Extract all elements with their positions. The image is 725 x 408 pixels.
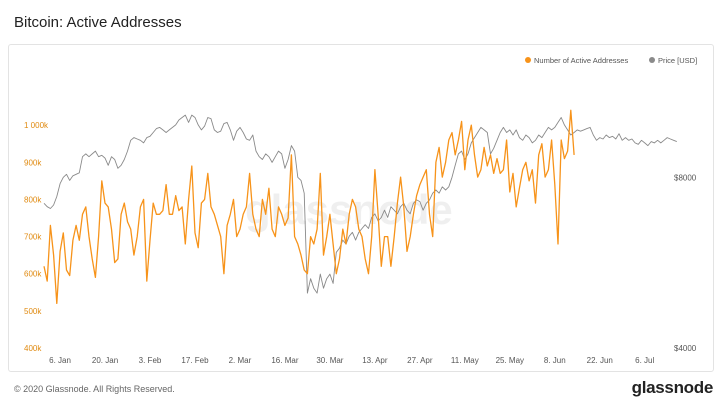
x-axis: 6. Jan 20. Jan 3. Feb 17. Feb 2. Mar 16. Mar 3…: [49, 356, 654, 365]
copyright: © 2020 Glassnode. All Rights Reserved.: [14, 384, 175, 394]
x-tick-label: 3. Feb: [139, 356, 162, 365]
x-tick-label: 2. Mar: [229, 356, 252, 365]
x-tick-label: 8. Jun: [544, 356, 566, 365]
left-tick-label: 800k: [24, 195, 42, 204]
left-tick-label: 500k: [24, 307, 42, 316]
left-tick-label: 1 000k: [24, 121, 49, 130]
x-tick-label: 11. May: [451, 356, 479, 365]
left-tick-label: 600k: [24, 270, 42, 279]
series-line-price: [43, 114, 677, 294]
x-tick-label: 25. May: [496, 356, 524, 365]
left-axis: 400k 500k 600k 700k 800k 900k 1 000k: [24, 121, 49, 353]
left-tick-label: 400k: [24, 344, 42, 353]
x-tick-label: 22. Jun: [587, 356, 613, 365]
legend: Number of Active Addresses Price [USD]: [525, 56, 697, 65]
series-group: [43, 109, 677, 305]
right-tick-label: $4000: [674, 344, 697, 353]
chart-title: Bitcoin: Active Addresses: [14, 14, 182, 31]
brand-logo: glassnode: [631, 378, 714, 397]
x-tick-label: 6. Jan: [49, 356, 71, 365]
x-tick-label: 6. Jul: [635, 356, 654, 365]
x-tick-label: 13. Apr: [362, 356, 388, 365]
left-tick-label: 900k: [24, 158, 42, 167]
left-tick-label: 700k: [24, 233, 42, 242]
x-tick-label: 20. Jan: [92, 356, 118, 365]
right-tick-label: $8000: [674, 173, 697, 182]
right-axis: $4000 $8000: [674, 173, 697, 353]
legend-price-label: Price [USD]: [658, 56, 697, 65]
chart-panel: [8, 44, 714, 372]
legend-active-addresses-label: Number of Active Addresses: [534, 56, 628, 65]
series-line-active-addresses: [43, 109, 575, 305]
x-tick-label: 17. Feb: [181, 356, 209, 365]
x-tick-label: 16. Mar: [271, 356, 298, 365]
legend-price-marker: [649, 57, 655, 63]
x-tick-label: 30. Mar: [316, 356, 343, 365]
legend-active-addresses-marker: [525, 57, 531, 63]
x-tick-label: 27. Apr: [407, 356, 433, 365]
